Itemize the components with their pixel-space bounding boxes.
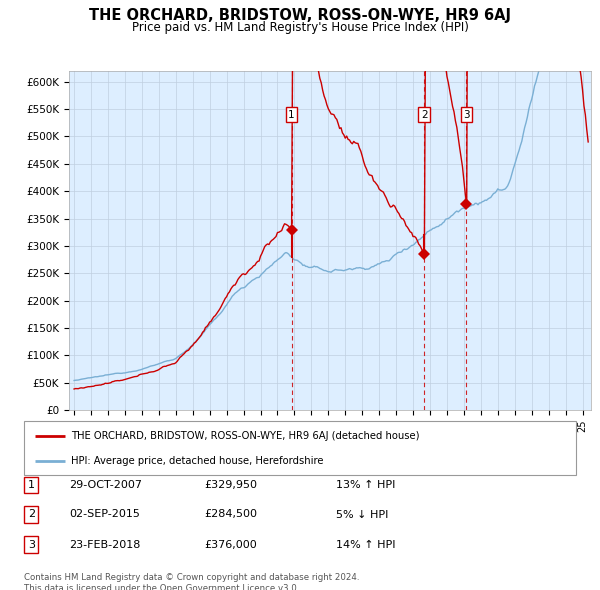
Text: 29-OCT-2007: 29-OCT-2007 bbox=[69, 480, 142, 490]
Text: HPI: Average price, detached house, Herefordshire: HPI: Average price, detached house, Here… bbox=[71, 457, 323, 466]
FancyBboxPatch shape bbox=[24, 421, 576, 475]
Text: Contains HM Land Registry data © Crown copyright and database right 2024.: Contains HM Land Registry data © Crown c… bbox=[24, 573, 359, 582]
Text: 1: 1 bbox=[288, 110, 295, 120]
Text: 13% ↑ HPI: 13% ↑ HPI bbox=[336, 480, 395, 490]
Text: THE ORCHARD, BRIDSTOW, ROSS-ON-WYE, HR9 6AJ (detached house): THE ORCHARD, BRIDSTOW, ROSS-ON-WYE, HR9 … bbox=[71, 431, 419, 441]
Text: 3: 3 bbox=[463, 110, 470, 120]
Text: 3: 3 bbox=[28, 540, 35, 549]
Text: Price paid vs. HM Land Registry's House Price Index (HPI): Price paid vs. HM Land Registry's House … bbox=[131, 21, 469, 34]
Text: 14% ↑ HPI: 14% ↑ HPI bbox=[336, 540, 395, 549]
Text: £329,950: £329,950 bbox=[204, 480, 257, 490]
Text: £284,500: £284,500 bbox=[204, 510, 257, 519]
Text: 23-FEB-2018: 23-FEB-2018 bbox=[69, 540, 140, 549]
Text: 1: 1 bbox=[28, 480, 35, 490]
Text: 02-SEP-2015: 02-SEP-2015 bbox=[69, 510, 140, 519]
Text: £376,000: £376,000 bbox=[204, 540, 257, 549]
Text: 2: 2 bbox=[28, 510, 35, 519]
Text: This data is licensed under the Open Government Licence v3.0.: This data is licensed under the Open Gov… bbox=[24, 584, 299, 590]
Text: THE ORCHARD, BRIDSTOW, ROSS-ON-WYE, HR9 6AJ: THE ORCHARD, BRIDSTOW, ROSS-ON-WYE, HR9 … bbox=[89, 8, 511, 22]
Text: 5% ↓ HPI: 5% ↓ HPI bbox=[336, 510, 388, 519]
Text: 2: 2 bbox=[421, 110, 428, 120]
